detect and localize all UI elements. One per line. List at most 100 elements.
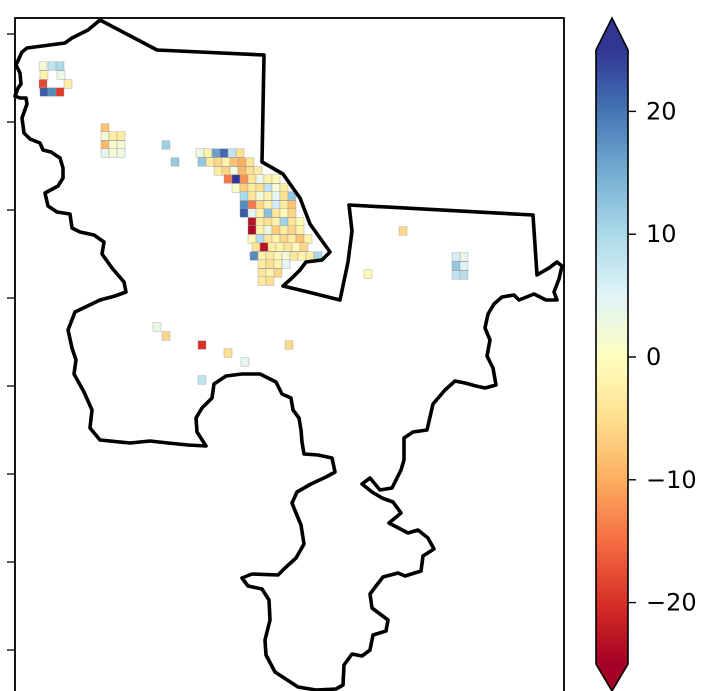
heatmap-cell	[108, 140, 118, 150]
heatmap-cell	[247, 183, 257, 193]
map-axes	[7, 17, 565, 691]
heatmap-cell	[240, 357, 250, 367]
heatmap-cell	[170, 157, 180, 167]
heatmap-cell	[263, 217, 273, 227]
heatmap-cell	[63, 79, 73, 89]
colorbar: 20 10 0 −10 −20	[595, 16, 697, 691]
heatmap-cell	[273, 268, 283, 278]
heatmap-cell	[247, 225, 257, 235]
heatmap-cell	[237, 157, 247, 167]
heatmap-cell	[239, 200, 249, 210]
heatmap-cell	[263, 200, 273, 210]
heatmap-cell	[195, 148, 205, 158]
heatmap-cell	[116, 140, 126, 150]
heatmap-cell	[197, 375, 207, 385]
heatmap-cell	[287, 217, 297, 227]
heatmap-cell	[271, 174, 281, 184]
heatmap-cell	[271, 200, 281, 210]
heatmap-cell	[257, 276, 267, 286]
heatmap-cell	[271, 234, 281, 244]
heatmap-cell	[56, 70, 66, 80]
region-boundary	[13, 18, 564, 691]
heatmap-cell	[227, 148, 237, 158]
colorbar-extend-max	[596, 18, 628, 50]
heatmap-cell	[239, 183, 249, 193]
heatmap-cell	[251, 242, 261, 252]
heatmap-cell	[247, 217, 257, 227]
heatmap-cell	[295, 234, 305, 244]
heatmap-cell	[229, 166, 239, 176]
heatmap-cell	[287, 225, 297, 235]
heatmap-cell	[55, 87, 65, 97]
heatmap-cell	[273, 259, 283, 269]
heatmap-cell	[267, 242, 277, 252]
heatmap-cell	[231, 174, 241, 184]
heatmap-cell	[459, 270, 469, 280]
heatmap-cell	[116, 148, 126, 158]
heatmap-cell	[303, 234, 313, 244]
colorbar-ticks: 20 10 0 −10 −20	[628, 97, 697, 617]
heatmap-cell	[283, 242, 293, 252]
heatmap-cell	[271, 191, 281, 201]
heatmap-cell	[263, 225, 273, 235]
heatmap-cell	[295, 217, 305, 227]
heatmap-cell	[237, 166, 247, 176]
heatmap-cell	[211, 148, 221, 158]
heatmap-cell	[257, 251, 267, 261]
y-ticks	[7, 33, 15, 651]
heatmap-cell	[38, 79, 48, 89]
heatmap-cell	[39, 87, 49, 97]
heatmap-cell	[245, 157, 255, 167]
heatmap-cell	[459, 252, 469, 262]
colorbar-tick-label: −20	[646, 589, 697, 617]
heatmap-cell	[247, 234, 257, 244]
heatmap-cell	[305, 251, 315, 261]
heatmap-cell	[255, 174, 265, 184]
heatmap-cell	[247, 174, 257, 184]
heatmap-cell	[253, 166, 263, 176]
heatmap-cell	[239, 191, 249, 201]
heatmap-cell	[284, 340, 294, 350]
heatmap-cell	[100, 123, 110, 133]
axes-border	[14, 17, 565, 691]
heatmap-cell	[219, 148, 229, 158]
heatmap-cell	[47, 87, 57, 97]
heatmap-cell	[263, 234, 273, 244]
heatmap-cell	[398, 226, 408, 236]
heatmap-cell	[279, 183, 289, 193]
heatmap-cell	[247, 200, 257, 210]
heatmap-cells	[38, 61, 469, 385]
heatmap-cell	[223, 348, 233, 358]
heatmap-cell	[249, 251, 259, 261]
heatmap-cell	[203, 148, 213, 158]
heatmap-cell	[197, 340, 207, 350]
heatmap-cell	[279, 191, 289, 201]
heatmap-cell	[279, 234, 289, 244]
heatmap-cell	[263, 208, 273, 218]
heatmap-cell	[273, 251, 283, 261]
heatmap-cell	[55, 61, 65, 71]
heatmap-cell	[38, 61, 48, 71]
heatmap-cell	[213, 157, 223, 167]
heatmap-cell	[221, 166, 231, 176]
heatmap-cell	[255, 200, 265, 210]
heatmap-cell	[295, 225, 305, 235]
heatmap-cell	[263, 183, 273, 193]
heatmap-cell	[229, 157, 239, 167]
heatmap-cell	[279, 217, 289, 227]
heatmap-cell	[197, 157, 207, 167]
heatmap-cell	[255, 191, 265, 201]
colorbar-outline	[595, 16, 629, 691]
heatmap-cell	[247, 208, 257, 218]
heatmap-cell	[235, 148, 245, 158]
heatmap-cell	[265, 259, 275, 269]
heatmap-cell	[161, 331, 171, 341]
heatmap-cell	[297, 251, 307, 261]
heatmap-cell	[281, 259, 291, 269]
heatmap-cell	[271, 225, 281, 235]
heatmap-cell	[265, 276, 275, 286]
heatmap-cell	[255, 208, 265, 218]
heatmap-cell	[100, 148, 110, 158]
heatmap-cell	[289, 251, 299, 261]
